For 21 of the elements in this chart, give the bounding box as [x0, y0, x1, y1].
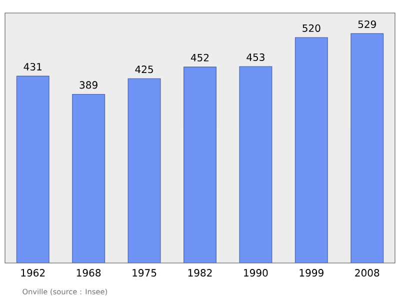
bar: [239, 66, 272, 263]
x-tick-label: 1990: [244, 269, 268, 277]
data-label: 520: [302, 24, 320, 32]
x-tick-label: 1968: [76, 269, 101, 277]
bar: [294, 37, 328, 263]
data-label: 529: [358, 20, 376, 28]
bar: [128, 78, 161, 263]
data-label: 431: [24, 62, 42, 71]
bar: [350, 33, 384, 263]
data-label: 425: [135, 66, 153, 74]
data-label: 452: [190, 54, 209, 62]
data-label: 453: [246, 53, 264, 61]
x-tick-label: 1982: [188, 269, 212, 277]
bar: [184, 66, 216, 263]
data-label: 389: [80, 81, 98, 89]
x-tick-label: 1999: [300, 269, 324, 277]
x-tick-label: 1975: [132, 269, 156, 277]
x-tick-label: 1962: [21, 269, 45, 277]
bar: [72, 94, 106, 263]
bar: [16, 76, 50, 263]
x-tick-label: 2008: [355, 269, 380, 277]
